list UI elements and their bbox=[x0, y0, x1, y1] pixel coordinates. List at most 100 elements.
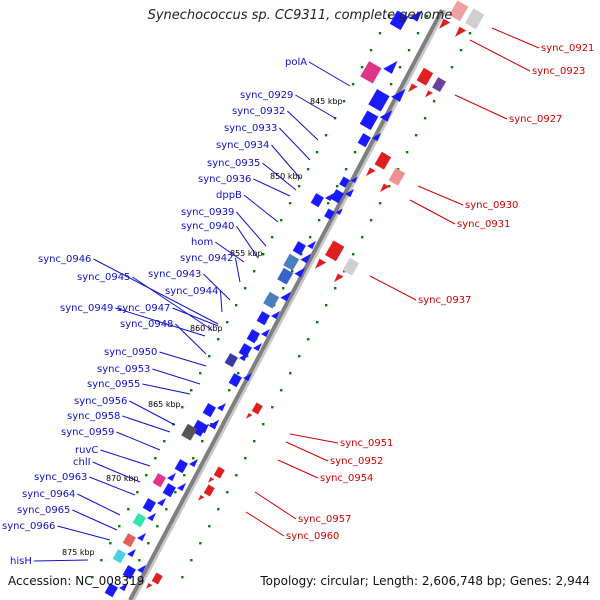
gene-sync_0939[interactable] bbox=[310, 193, 324, 208]
forward-gene-label[interactable]: sync_0942 bbox=[180, 253, 233, 264]
gene-sync_0947-arrow[interactable] bbox=[243, 373, 252, 382]
reverse-gene-block[interactable] bbox=[213, 466, 225, 479]
reverse-gene-arrow[interactable] bbox=[439, 18, 451, 29]
gene-hom-arrow[interactable] bbox=[300, 253, 312, 264]
gene-sync_0940[interactable] bbox=[292, 241, 306, 256]
gene-sync_0953-arrow[interactable] bbox=[198, 423, 210, 434]
gene-sync_0959[interactable] bbox=[142, 498, 156, 513]
reverse-gene-label[interactable]: sync_0952 bbox=[330, 456, 383, 467]
gene-sync_0950-arrow[interactable] bbox=[208, 419, 220, 430]
gene-polA[interactable] bbox=[389, 10, 409, 31]
reverse-gene-block[interactable] bbox=[325, 240, 345, 262]
forward-gene-label[interactable]: sync_0944 bbox=[165, 286, 218, 297]
reverse-gene-arrow[interactable] bbox=[408, 83, 418, 93]
forward-gene-label[interactable]: hom bbox=[191, 237, 213, 248]
forward-gene-label[interactable]: chlI bbox=[73, 457, 91, 468]
reverse-gene-block[interactable] bbox=[251, 402, 263, 415]
forward-gene-label[interactable]: sync_0966 bbox=[2, 521, 55, 532]
reverse-gene-arrow[interactable] bbox=[334, 273, 344, 283]
gene-sync_0932-arrow[interactable] bbox=[391, 88, 406, 102]
reverse-gene-arrow[interactable] bbox=[315, 258, 327, 269]
reverse-gene-label[interactable]: sync_0921 bbox=[541, 43, 594, 54]
forward-gene-label[interactable]: sync_0948 bbox=[120, 319, 173, 330]
gene-sync_0956-arrow[interactable] bbox=[177, 483, 186, 492]
gene-sync_0948-arrow[interactable] bbox=[217, 403, 226, 412]
gene-sync_0965[interactable] bbox=[104, 583, 118, 598]
forward-gene-label[interactable]: sync_0964 bbox=[22, 489, 75, 500]
reverse-gene-block[interactable] bbox=[203, 484, 215, 497]
gene-sync_0929-arrow[interactable] bbox=[383, 60, 398, 74]
gene-ruvC-arrow[interactable] bbox=[147, 513, 156, 522]
forward-gene-label[interactable]: dppB bbox=[216, 190, 242, 201]
reverse-gene-arrow[interactable] bbox=[455, 26, 467, 37]
forward-gene-label[interactable]: sync_0939 bbox=[181, 207, 234, 218]
forward-gene-label[interactable]: sync_0965 bbox=[17, 505, 70, 516]
forward-gene-label[interactable]: sync_0936 bbox=[198, 174, 251, 185]
gene-sync_0933-arrow[interactable] bbox=[379, 110, 393, 122]
reverse-gene-block[interactable] bbox=[449, 0, 469, 22]
gene-sync_0958[interactable] bbox=[152, 473, 166, 488]
gene-dppB-arrow[interactable] bbox=[335, 208, 343, 215]
reverse-gene-arrow[interactable] bbox=[246, 412, 253, 419]
reverse-gene-arrow[interactable] bbox=[198, 494, 205, 501]
forward-gene-label[interactable]: hisH bbox=[10, 556, 32, 567]
gene-hom[interactable] bbox=[283, 253, 300, 271]
forward-gene-label[interactable]: sync_0935 bbox=[207, 158, 260, 169]
reverse-gene-label[interactable]: sync_0923 bbox=[532, 66, 585, 77]
reverse-gene-arrow[interactable] bbox=[425, 90, 433, 98]
reverse-gene-arrow[interactable] bbox=[366, 167, 376, 177]
gene-sync_0963[interactable] bbox=[112, 549, 126, 564]
gene-sync_0940-arrow[interactable] bbox=[307, 241, 316, 250]
gene-sync_0935[interactable] bbox=[339, 176, 350, 188]
gene-sync_0964[interactable] bbox=[122, 565, 136, 580]
gene-sync_0945-arrow[interactable] bbox=[253, 343, 262, 352]
gene-chlI-arrow[interactable] bbox=[137, 533, 146, 542]
gene-sync_0939-arrow[interactable] bbox=[325, 193, 334, 202]
gene-ruvC[interactable] bbox=[132, 513, 146, 528]
gene-sync_0934-arrow[interactable] bbox=[372, 133, 381, 142]
forward-gene-label[interactable]: sync_0932 bbox=[232, 106, 285, 117]
reverse-gene-arrow[interactable] bbox=[380, 183, 390, 193]
gene-sync_0942[interactable] bbox=[277, 267, 294, 285]
forward-gene-label[interactable]: sync_0959 bbox=[61, 427, 114, 438]
reverse-gene-block[interactable] bbox=[416, 67, 434, 86]
reverse-gene-label[interactable]: sync_0960 bbox=[286, 531, 339, 542]
gene-sync_0944-arrow[interactable] bbox=[271, 311, 280, 320]
gene-sync_0945[interactable] bbox=[238, 343, 252, 358]
forward-gene-label[interactable]: sync_0933 bbox=[224, 123, 277, 134]
gene-sync_0958-arrow[interactable] bbox=[167, 473, 176, 482]
reverse-gene-block[interactable] bbox=[374, 151, 392, 170]
gene-dppB[interactable] bbox=[324, 208, 335, 220]
reverse-gene-block[interactable] bbox=[465, 8, 485, 30]
forward-gene-label[interactable]: sync_0934 bbox=[216, 140, 269, 151]
gene-sync_0946[interactable] bbox=[246, 329, 260, 344]
forward-gene-label[interactable]: sync_0940 bbox=[181, 221, 234, 232]
reverse-gene-label[interactable]: sync_0930 bbox=[465, 200, 518, 211]
gene-sync_0932[interactable] bbox=[368, 89, 390, 112]
reverse-gene-arrow[interactable] bbox=[146, 582, 153, 589]
reverse-gene-label[interactable]: sync_0954 bbox=[320, 473, 373, 484]
gene-sync_0946-arrow[interactable] bbox=[261, 329, 270, 338]
forward-gene-label[interactable]: sync_0958 bbox=[67, 411, 120, 422]
reverse-gene-block[interactable] bbox=[432, 77, 446, 93]
gene-sync_0963-arrow[interactable] bbox=[127, 549, 136, 558]
gene-sync_0955-arrow[interactable] bbox=[189, 459, 198, 468]
gene-sync_0949[interactable] bbox=[224, 353, 238, 368]
forward-gene-label[interactable]: sync_0946 bbox=[38, 254, 91, 265]
forward-gene-label[interactable]: polA bbox=[285, 57, 307, 68]
gene-sync_0955[interactable] bbox=[174, 459, 188, 474]
reverse-gene-arrow[interactable] bbox=[208, 476, 215, 483]
gene-sync_0943-arrow[interactable] bbox=[280, 291, 292, 302]
gene-polA-arrow[interactable] bbox=[409, 10, 423, 22]
reverse-gene-label[interactable]: sync_0951 bbox=[340, 438, 393, 449]
reverse-gene-block[interactable] bbox=[342, 257, 360, 276]
reverse-gene-block[interactable] bbox=[388, 167, 406, 186]
reverse-gene-label[interactable]: sync_0937 bbox=[418, 295, 471, 306]
forward-gene-label[interactable]: sync_0963 bbox=[34, 472, 87, 483]
gene-sync_0934[interactable] bbox=[357, 133, 371, 148]
gene-sync_0947[interactable] bbox=[228, 373, 242, 388]
gene-sync_0943[interactable] bbox=[263, 291, 280, 309]
gene-sync_0949-arrow[interactable] bbox=[239, 353, 248, 362]
forward-gene-label[interactable]: sync_0955 bbox=[87, 379, 140, 390]
gene-chlI[interactable] bbox=[122, 533, 136, 548]
